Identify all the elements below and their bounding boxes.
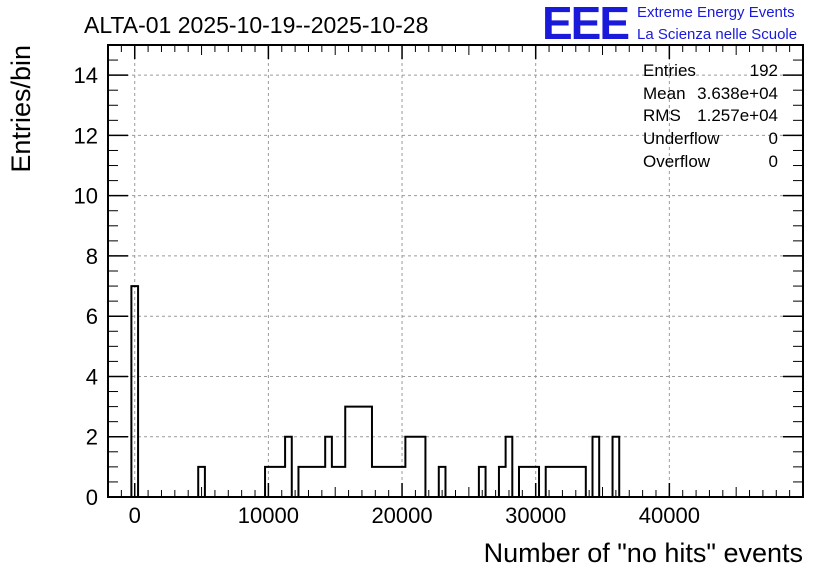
stats-rms-value: 1.257e+04 [697, 106, 778, 125]
stats-entries-value: 192 [750, 61, 778, 80]
y-tick-label: 10 [74, 184, 98, 209]
x-axis-title: Number of "no hits" events [484, 538, 803, 568]
y-tick-label: 2 [86, 425, 98, 450]
stats-mean-value: 3.638e+04 [697, 84, 778, 103]
y-tick-label: 14 [74, 63, 98, 88]
x-tick-label: 40000 [639, 503, 700, 528]
histogram-outline [130, 285, 767, 498]
eee-logo: EEE Extreme Energy Events La Scienza nel… [542, 0, 797, 49]
y-tick-label: 0 [86, 485, 98, 510]
eee-logo-mark: EEE [542, 0, 628, 49]
eee-logo-line2: La Scienza nelle Scuole [637, 26, 797, 43]
stats-entries-label: Entries [643, 61, 696, 80]
x-tick-label: 30000 [505, 503, 566, 528]
stats-overflow-value: 0 [769, 152, 778, 171]
stats-underflow-value: 0 [769, 129, 778, 148]
x-tick-label: 20000 [371, 503, 432, 528]
axis-ticks: 0 10000 20000 30000 40000 0 2 4 6 8 10 12 14 [74, 45, 803, 528]
y-axis-title: Entries/bin [6, 45, 36, 173]
stats-rms-label: RMS [643, 106, 681, 125]
y-tick-label: 4 [86, 364, 98, 389]
y-tick-label: 6 [86, 304, 98, 329]
stats-box: Entries 192 Mean 3.638e+04 RMS 1.257e+04… [643, 61, 778, 171]
chart-title: ALTA-01 2025-10-19--2025-10-28 [84, 12, 428, 38]
y-tick-label: 8 [86, 244, 98, 269]
eee-logo-line1: Extreme Energy Events [637, 4, 795, 21]
stats-overflow-label: Overflow [643, 152, 711, 171]
y-tick-label: 12 [74, 123, 98, 148]
x-tick-label: 10000 [238, 503, 299, 528]
stats-underflow-label: Underflow [643, 129, 720, 148]
stats-mean-label: Mean [643, 84, 686, 103]
x-tick-label: 0 [129, 503, 141, 528]
grid-lines [108, 45, 803, 497]
